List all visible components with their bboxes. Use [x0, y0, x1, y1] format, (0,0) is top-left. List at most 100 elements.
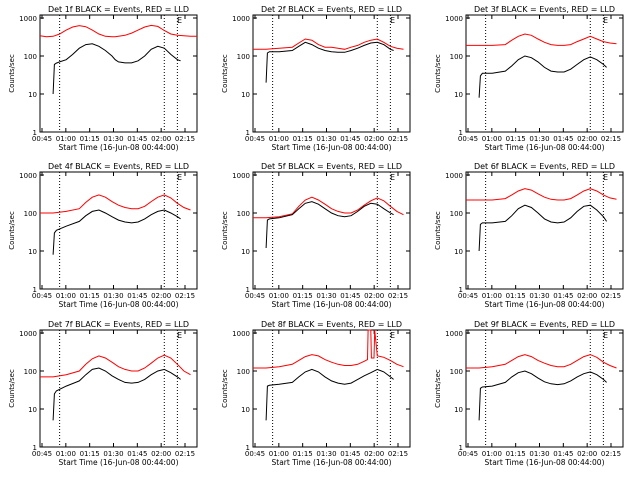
x-tick-label: 01:30: [103, 135, 123, 143]
panel-5: Det 5f BLACK = Events, RED = LLD E 1 10 100 1…: [221, 162, 411, 309]
x-tick-label: 02:00: [364, 292, 384, 300]
x-tick-label: 01:00: [56, 292, 76, 300]
panel-title: Det 8f BLACK = Events, RED = LLD: [261, 320, 402, 329]
x-tick-label: 01:45: [127, 135, 147, 143]
x-tick-label: 00:45: [32, 135, 52, 143]
series-line-events: [478, 204, 608, 252]
plot-frame: [252, 14, 411, 133]
panel-6: Det 6f BLACK = Events, RED = LLD E 1 10 100 1…: [434, 162, 624, 309]
y-axis-label: Counts/sec: [8, 369, 16, 408]
x-tick-label: 00:45: [458, 450, 478, 458]
series-line-lld: [40, 354, 191, 378]
x-tick-label: 01:30: [316, 450, 336, 458]
plot-frame: [465, 14, 624, 133]
plot-frame: [252, 329, 411, 448]
y-tick-label: 100: [237, 53, 250, 61]
panel-title: Det 3f BLACK = Events, RED = LLD: [474, 5, 615, 14]
x-tick-label: 01:45: [553, 292, 573, 300]
y-tick-label: 1: [33, 129, 37, 137]
y-tick-label: 100: [450, 210, 463, 218]
y-tick-label: 1: [459, 129, 463, 137]
y-tick-label: 100: [237, 368, 250, 376]
x-tick-label: 01:30: [316, 135, 336, 143]
series-line-events: [478, 55, 607, 98]
x-axis-label: Start Time (16-Jun-08 00:44:00): [59, 143, 179, 152]
x-tick-label: 02:15: [388, 450, 408, 458]
plot-frame: [252, 171, 411, 290]
corner-label: E: [177, 331, 182, 340]
x-tick-label: 01:30: [316, 292, 336, 300]
series-line-lld: [253, 329, 404, 369]
plot-frame: [39, 171, 198, 290]
y-tick-label: 10: [28, 91, 37, 99]
series-line-events: [265, 368, 394, 421]
x-tick-label: 01:30: [103, 450, 123, 458]
y-tick-label: 100: [24, 53, 37, 61]
y-axis-label: Counts/sec: [8, 54, 16, 93]
x-tick-label: 01:45: [340, 135, 360, 143]
y-axis-label: Counts/sec: [434, 211, 442, 250]
plot-frame: [39, 14, 198, 133]
y-tick-label: 1: [246, 286, 250, 294]
series-line-lld: [40, 194, 191, 214]
panel-7: Det 7f BLACK = Events, RED = LLD E 1 10 100 1…: [8, 320, 198, 467]
x-tick-label: 01:15: [506, 135, 526, 143]
panel-2: Det 2f BLACK = Events, RED = LLD E 1 10 100 1…: [221, 5, 411, 152]
series-line-lld: [253, 196, 404, 219]
series-line-events: [478, 370, 607, 421]
y-tick-label: 10: [454, 248, 463, 256]
x-tick-label: 01:45: [340, 292, 360, 300]
x-tick-label: 01:30: [529, 292, 549, 300]
panel-9: Det 9f BLACK = Events, RED = LLD E 1 10 100 1…: [434, 320, 624, 467]
y-tick-label: 1000: [19, 330, 37, 338]
x-tick-label: 01:15: [80, 450, 100, 458]
y-tick-label: 1: [33, 286, 37, 294]
corner-label: E: [603, 173, 608, 182]
x-tick-label: 01:00: [482, 450, 502, 458]
y-tick-label: 1: [246, 444, 250, 452]
y-tick-label: 1000: [445, 330, 463, 338]
y-tick-label: 1: [459, 286, 463, 294]
plot-frame: [465, 171, 624, 290]
panel-1: Det 1f BLACK = Events, RED = LLD E 1 10 100 1…: [8, 5, 198, 152]
x-tick-label: 00:45: [245, 135, 265, 143]
y-tick-label: 100: [24, 368, 37, 376]
x-tick-label: 02:15: [601, 292, 621, 300]
x-axis-label: Start Time (16-Jun-08 00:44:00): [485, 458, 605, 467]
y-tick-label: 10: [241, 248, 250, 256]
x-axis-label: Start Time (16-Jun-08 00:44:00): [59, 458, 179, 467]
series-line-lld: [253, 38, 404, 50]
y-axis-label: Counts/sec: [434, 369, 442, 408]
x-tick-label: 02:15: [175, 450, 195, 458]
panel-title: Det 6f BLACK = Events, RED = LLD: [474, 162, 615, 171]
x-tick-label: 02:15: [388, 135, 408, 143]
x-tick-label: 02:00: [577, 450, 597, 458]
corner-label: E: [177, 173, 182, 182]
x-tick-label: 01:15: [80, 135, 100, 143]
x-tick-label: 00:45: [32, 292, 52, 300]
corner-label: E: [390, 331, 395, 340]
y-axis-label: Counts/sec: [221, 369, 229, 408]
y-axis-label: Counts/sec: [8, 211, 16, 250]
x-tick-label: 02:00: [151, 135, 171, 143]
y-tick-label: 1000: [19, 172, 37, 180]
y-tick-label: 1000: [232, 15, 250, 23]
x-axis-label: Start Time (16-Jun-08 00:44:00): [272, 458, 392, 467]
corner-label: E: [177, 16, 182, 25]
x-tick-label: 00:45: [458, 292, 478, 300]
x-tick-label: 02:15: [388, 292, 408, 300]
x-axis-label: Start Time (16-Jun-08 00:44:00): [272, 300, 392, 309]
y-tick-label: 10: [28, 406, 37, 414]
x-axis-label: Start Time (16-Jun-08 00:44:00): [272, 143, 392, 152]
y-tick-label: 1000: [445, 172, 463, 180]
x-tick-label: 01:00: [269, 135, 289, 143]
x-tick-label: 01:30: [103, 292, 123, 300]
x-tick-label: 01:00: [56, 135, 76, 143]
x-tick-label: 01:15: [293, 292, 313, 300]
x-tick-label: 01:15: [293, 450, 313, 458]
corner-label: E: [603, 331, 608, 340]
x-tick-label: 00:45: [245, 450, 265, 458]
y-tick-label: 10: [454, 406, 463, 414]
x-tick-label: 02:15: [601, 450, 621, 458]
